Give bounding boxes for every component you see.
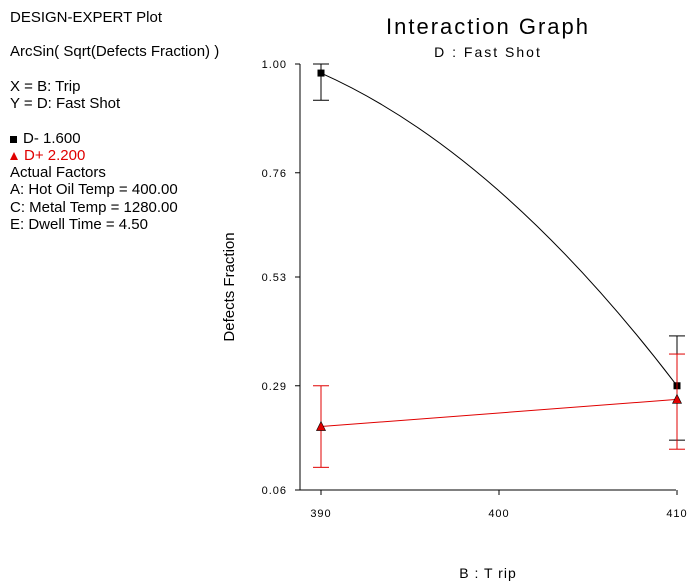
y-tick-label: 0.06 — [262, 485, 287, 497]
legend-label-low: D- 1.600 — [23, 130, 81, 147]
x-tick-label: 410 — [666, 508, 687, 520]
actual-factors-heading: Actual Factors — [10, 164, 106, 181]
factor-e: E: Dwell Time = 4.50 — [10, 216, 148, 233]
factor-a: A: Hot Oil Temp = 400.00 — [10, 181, 178, 198]
y-definition: Y = D: Fast Shot — [10, 95, 121, 112]
factor-c: C: Metal Temp = 1280.00 — [10, 199, 178, 216]
data-point-triangle — [316, 420, 326, 431]
legend-item-high: D+ 2.200 — [10, 147, 85, 164]
chart-subtitle: D : Fast Shot — [434, 44, 542, 60]
y-tick-label: 0.29 — [262, 381, 287, 393]
x-tick-label: 400 — [488, 508, 509, 520]
series-line — [320, 398, 678, 428]
y-tick-label: 1.00 — [262, 59, 287, 71]
x-definition: X = B: Trip — [10, 78, 81, 95]
x-axis-label: B : T rip — [459, 565, 517, 581]
data-point-square — [317, 69, 325, 77]
y-axis-label: Defects Fraction — [221, 232, 238, 341]
legend-label-high: D+ 2.200 — [24, 147, 86, 164]
data-point-triangle — [672, 393, 682, 404]
triangle-marker-icon — [10, 152, 18, 161]
response-label: ArcSin( Sqrt(Defects Fraction) ) — [10, 43, 220, 60]
y-tick-label: 0.76 — [262, 168, 287, 180]
series-line — [320, 72, 678, 387]
y-tick-label: 0.53 — [262, 272, 287, 284]
square-marker-icon — [10, 135, 17, 143]
chart-title: Interaction Graph — [386, 14, 590, 39]
plot-source-label: DESIGN-EXPERT Plot — [10, 9, 162, 26]
x-tick-label: 390 — [310, 508, 331, 520]
legend-item-low: D- 1.600 — [10, 130, 81, 147]
